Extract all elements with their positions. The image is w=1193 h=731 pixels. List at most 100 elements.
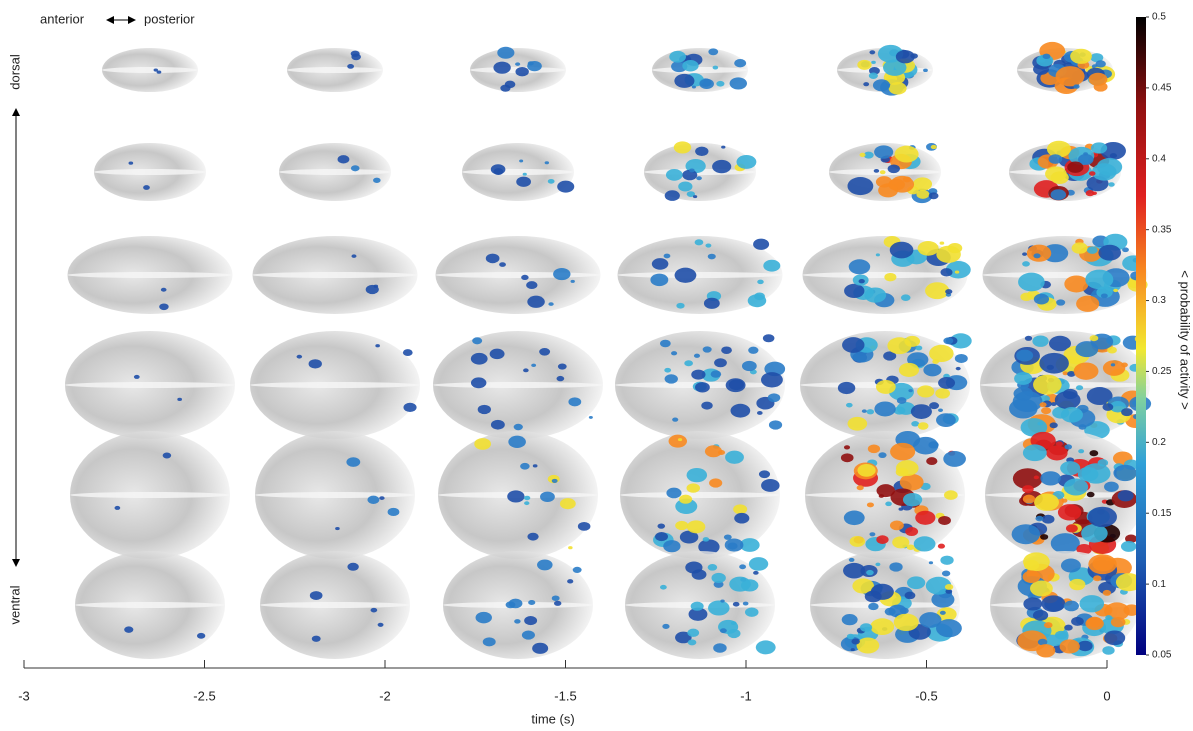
activity-blob xyxy=(875,253,880,257)
activity-blob xyxy=(523,368,529,373)
activity-blob xyxy=(866,502,874,508)
activity-blob xyxy=(687,628,700,637)
activity-blob xyxy=(1063,600,1079,612)
activity-blob xyxy=(1089,335,1099,342)
activity-blob xyxy=(758,470,771,479)
activity-blob xyxy=(650,273,669,287)
activity-blob xyxy=(848,259,871,275)
activity-blob xyxy=(1042,53,1051,60)
activity-blob xyxy=(375,344,380,348)
activity-blob xyxy=(556,375,565,382)
activity-blob xyxy=(739,564,747,570)
activity-blob xyxy=(1026,244,1052,262)
orientation-label: posterior xyxy=(144,11,195,26)
activity-blob xyxy=(708,48,719,56)
activity-blob xyxy=(755,640,776,655)
activity-blob xyxy=(1061,498,1068,503)
activity-blob xyxy=(497,46,515,59)
activity-blob xyxy=(524,501,530,506)
activity-blob xyxy=(869,532,876,537)
activity-blob xyxy=(847,177,874,196)
activity-blob xyxy=(936,619,962,638)
activity-blob xyxy=(507,490,525,503)
activity-blob xyxy=(1088,171,1096,176)
activity-blob xyxy=(1109,401,1126,413)
activity-blob xyxy=(734,512,750,524)
activity-blob xyxy=(1076,543,1092,555)
activity-blob xyxy=(689,168,695,173)
activity-blob xyxy=(1085,269,1114,290)
activity-blob xyxy=(347,562,359,571)
activity-blob xyxy=(954,353,968,364)
activity-blob xyxy=(1033,253,1041,259)
activity-blob xyxy=(883,59,907,76)
activity-blob xyxy=(482,637,496,647)
activity-blob xyxy=(1041,514,1055,524)
activity-blob xyxy=(1040,534,1049,540)
activity-blob xyxy=(1036,644,1056,658)
activity-blob xyxy=(660,584,667,590)
activity-blob xyxy=(504,80,516,89)
brain-midline xyxy=(435,272,601,278)
activity-blob xyxy=(890,442,916,461)
brain-midline xyxy=(287,67,383,73)
activity-blob xyxy=(572,566,582,574)
activity-blob xyxy=(870,618,895,636)
activity-blob xyxy=(843,562,866,579)
activity-blob xyxy=(668,434,688,448)
activity-blob xyxy=(887,337,912,355)
activity-blob xyxy=(863,151,874,159)
activity-blob xyxy=(521,274,529,281)
activity-blob xyxy=(698,539,720,555)
brain-midline xyxy=(433,382,603,388)
activity-blob xyxy=(733,504,748,515)
activity-blob xyxy=(929,402,940,410)
activity-blob xyxy=(1092,556,1115,572)
activity-blob xyxy=(1113,464,1137,482)
activity-blob xyxy=(925,282,950,300)
activity-blob xyxy=(1081,463,1111,484)
activity-blob xyxy=(1030,580,1053,597)
activity-blob xyxy=(335,526,340,531)
activity-blob xyxy=(846,633,855,640)
activity-blob xyxy=(1063,478,1089,496)
activity-blob xyxy=(493,61,511,74)
activity-blob xyxy=(727,628,741,639)
activity-blob xyxy=(849,535,866,547)
activity-blob xyxy=(1075,385,1084,391)
activity-blob xyxy=(664,367,672,373)
activity-blob xyxy=(701,401,713,410)
activity-blob xyxy=(945,589,953,594)
activity-blob xyxy=(666,487,682,499)
activity-blob xyxy=(1049,422,1058,429)
activity-blob xyxy=(688,607,708,621)
activity-blob xyxy=(847,416,868,431)
activity-blob xyxy=(742,601,749,606)
activity-blob xyxy=(873,168,880,173)
activity-blob xyxy=(919,612,942,628)
activity-blob xyxy=(696,176,702,181)
activity-blob xyxy=(730,621,737,626)
colorbar-tick-label: 0.05 xyxy=(1152,650,1172,661)
activity-blob xyxy=(868,72,878,79)
activity-blob xyxy=(1039,402,1047,408)
activity-blob xyxy=(719,628,727,634)
activity-blob xyxy=(693,353,701,358)
activity-blob xyxy=(1075,341,1099,358)
activity-blob xyxy=(1121,408,1133,417)
activity-blob xyxy=(1100,142,1126,160)
activity-blob xyxy=(1067,371,1076,377)
activity-blob xyxy=(128,161,134,165)
activity-blob xyxy=(657,523,666,529)
activity-blob xyxy=(532,642,549,654)
activity-blob xyxy=(1086,246,1098,254)
activity-blob xyxy=(682,169,698,181)
activity-blob xyxy=(311,635,321,642)
activity-blob xyxy=(651,258,669,270)
activity-blob xyxy=(1098,244,1122,261)
activity-blob xyxy=(577,521,591,531)
activity-blob xyxy=(1048,154,1063,164)
activity-blob xyxy=(695,382,710,393)
activity-blob xyxy=(841,614,858,626)
activity-blob xyxy=(1064,444,1073,450)
